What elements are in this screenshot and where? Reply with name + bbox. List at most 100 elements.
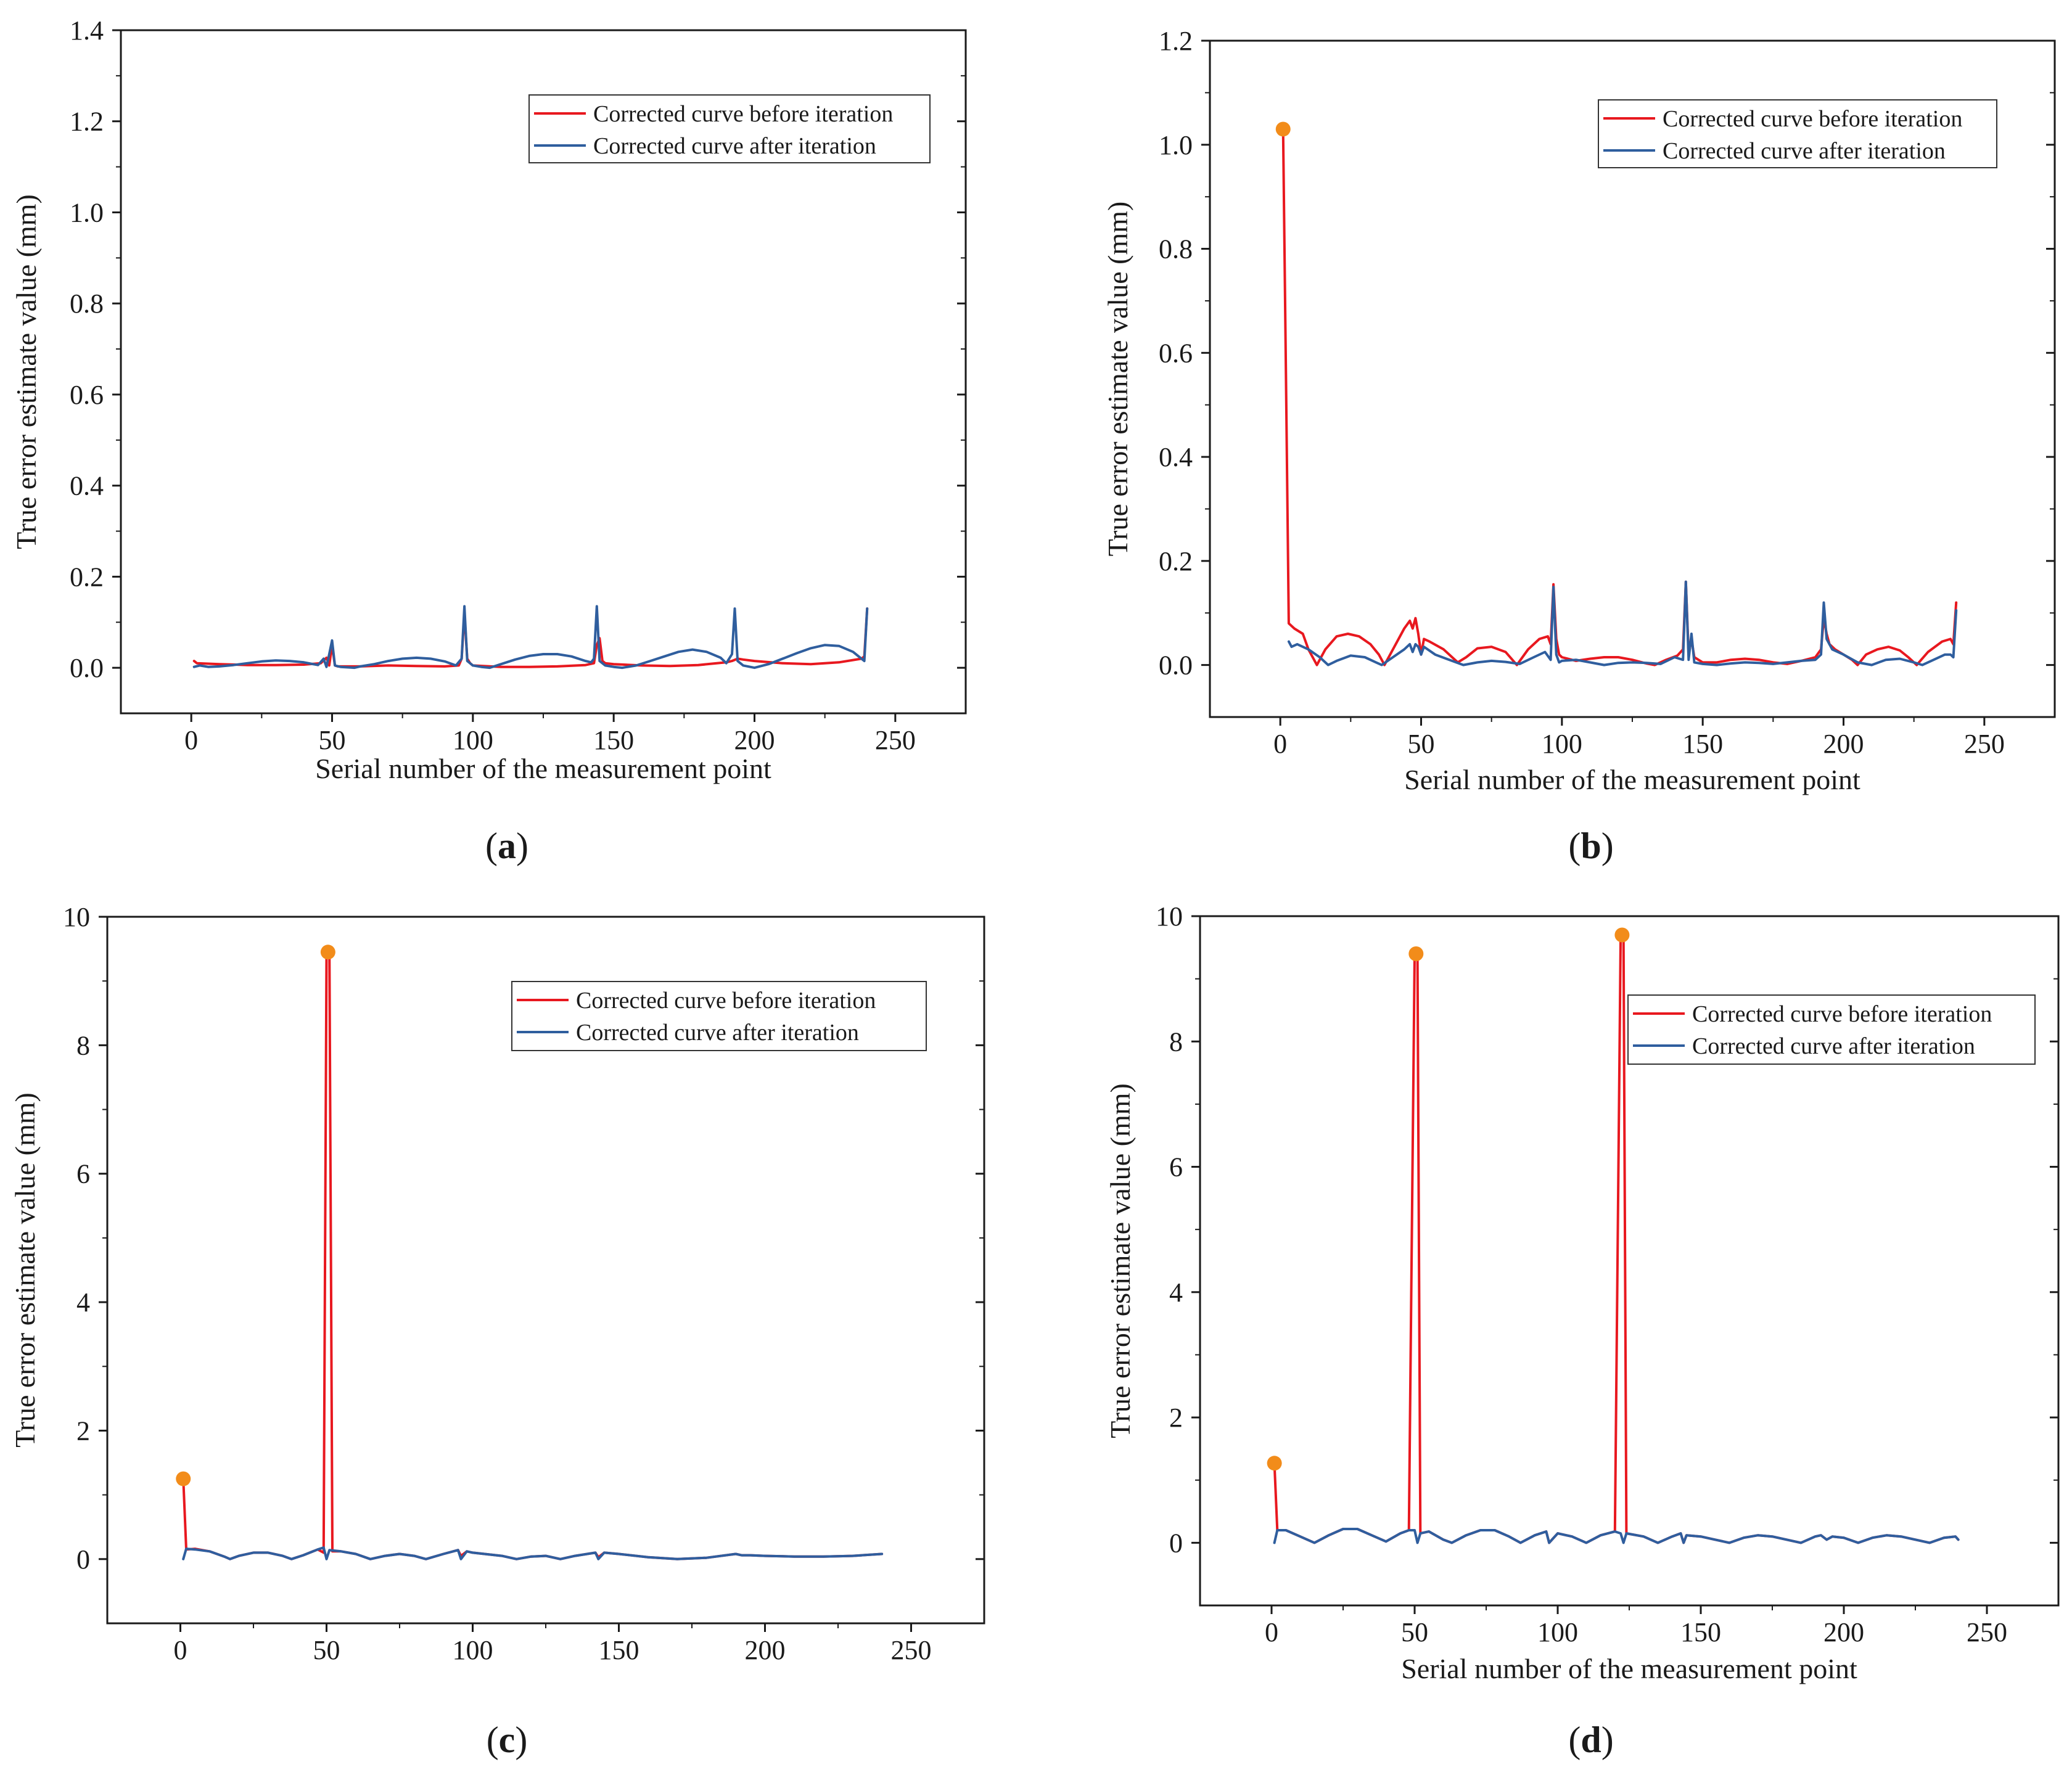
y-tick-label: 1.2 <box>70 107 104 137</box>
panel-label: (d) <box>1568 1719 1613 1760</box>
series-line-before-iteration <box>1281 128 1958 666</box>
outlier-marker <box>176 1471 191 1486</box>
y-tick-label: 0.2 <box>1159 546 1193 576</box>
x-tick-label: 150 <box>1680 1617 1721 1647</box>
panel-label-letter: c <box>499 1719 516 1760</box>
x-tick-label: 150 <box>593 725 634 755</box>
y-tick-label: 0.4 <box>1159 442 1193 472</box>
panel-label-close: ) <box>516 826 528 866</box>
x-tick-label: 50 <box>313 1635 340 1665</box>
x-tick-label: 250 <box>875 725 916 755</box>
legend-entry-before-label: Corrected curve before iteration <box>1692 1001 1992 1027</box>
outlier-marker <box>1408 946 1424 961</box>
y-tick-label: 0.0 <box>70 653 104 683</box>
x-tick-label: 0 <box>174 1635 187 1665</box>
x-tick-label: 250 <box>891 1635 932 1665</box>
chart-panel-b: 0 50 100 150 200 250 0.0 0.2 0.4 0.6 0.8 1.0 1.2 True… <box>1102 26 2056 866</box>
legend: Corrected curve before iteration Correcte… <box>1627 994 2036 1065</box>
panel-label-open: ( <box>1568 1719 1581 1760</box>
chart-panel-a: 0 50 100 150 200 250 0.0 0.2 0.4 0.6 0.8 1.0 1.2 1.4 T… <box>10 15 967 866</box>
y-tick-label: 4 <box>76 1287 90 1318</box>
x-tick-label: 100 <box>1537 1617 1578 1647</box>
series-line-before-iteration <box>192 607 869 668</box>
outlier-marker <box>1267 1456 1282 1471</box>
panel-label-close: ) <box>515 1719 527 1760</box>
y-tick-label: 0 <box>1169 1528 1183 1558</box>
y-tick-label: 8 <box>76 1030 90 1060</box>
y-axis-title: True error estimate value (mm) <box>10 194 42 549</box>
y-tick-label: 0.6 <box>1159 338 1193 368</box>
x-tick-label: 0 <box>184 725 198 755</box>
legend-entry-before-label: Corrected curve before iteration <box>576 988 876 1014</box>
y-tick-label: 8 <box>1169 1027 1183 1057</box>
legend-entry-after-label: Corrected curve after iteration <box>593 133 876 159</box>
legend-box <box>528 94 931 163</box>
x-tick-label: 200 <box>1823 729 1864 759</box>
x-tick-label: 200 <box>734 725 775 755</box>
y-tick-label: 0 <box>76 1544 90 1575</box>
y-axis-title: True error estimate value (mm) <box>1102 202 1133 557</box>
legend-entry-before-label: Corrected curve before iteration <box>1663 106 1962 132</box>
panel-label-open: ( <box>1568 826 1581 866</box>
y-tick-label: 0.8 <box>70 289 104 319</box>
x-tick-label: 250 <box>1964 729 2005 759</box>
y-tick-label: 1.2 <box>1159 26 1193 56</box>
panel-label-letter: d <box>1581 1719 1601 1760</box>
x-tick-label: 150 <box>599 1635 639 1665</box>
legend: Corrected curve before iteration Correcte… <box>528 94 931 163</box>
y-tick-label: 0.8 <box>1159 234 1193 264</box>
x-tick-label: 0 <box>1273 729 1287 759</box>
legend-entry-after-label: Corrected curve after iteration <box>1692 1033 1975 1059</box>
legend-entry-before-label: Corrected curve before iteration <box>593 101 893 127</box>
panel-label-open: ( <box>485 826 498 866</box>
outlier-marker <box>1614 927 1630 943</box>
x-axis-title: Serial number of the measurement point <box>1404 764 1860 795</box>
legend: Corrected curve before iteration Correcte… <box>511 981 927 1051</box>
series-line-after-iteration <box>192 605 869 670</box>
x-tick-label: 50 <box>1408 729 1435 759</box>
panel-label: (c) <box>487 1719 528 1760</box>
panel-label-close: ) <box>1601 826 1614 866</box>
legend-box <box>511 981 927 1051</box>
x-tick-label: 50 <box>319 725 346 755</box>
x-tick-label: 150 <box>1682 729 1723 759</box>
y-tick-label: 4 <box>1169 1277 1183 1308</box>
outlier-marker <box>1275 121 1291 137</box>
y-tick-label: 1.0 <box>70 197 104 227</box>
chart-panel-c: 0 50 100 150 200 250 0 2 4 6 8 10 True error estimat… <box>9 902 985 1760</box>
legend: Corrected curve before iteration Correcte… <box>1598 99 1997 168</box>
panel-label-close: ) <box>1601 1719 1614 1760</box>
y-tick-label: 0.0 <box>1159 650 1193 681</box>
y-tick-label: 0.2 <box>70 562 104 592</box>
y-tick-label: 6 <box>1169 1152 1183 1183</box>
panel-label-letter: b <box>1581 826 1601 866</box>
series-line-after-iteration <box>1287 580 1958 666</box>
y-tick-label: 10 <box>1156 901 1183 932</box>
y-tick-label: 0.4 <box>70 471 104 501</box>
legend-box <box>1627 994 2036 1065</box>
panel-label: (a) <box>485 826 528 866</box>
y-tick-label: 1.0 <box>1159 130 1193 160</box>
x-axis-title: Serial number of the measurement point <box>1401 1653 1857 1684</box>
y-tick-label: 2 <box>1169 1403 1183 1433</box>
x-tick-label: 200 <box>745 1635 786 1665</box>
y-tick-label: 10 <box>63 902 90 932</box>
x-tick-label: 50 <box>1401 1617 1428 1647</box>
x-tick-label: 250 <box>1967 1617 2007 1647</box>
legend-entry-after-label: Corrected curve after iteration <box>1663 138 1946 164</box>
y-tick-label: 0.6 <box>70 380 104 410</box>
x-axis-title: Serial number of the measurement point <box>315 753 771 784</box>
y-tick-label: 1.4 <box>70 15 104 46</box>
series-line-after-iteration <box>182 1546 884 1560</box>
y-axis-title: True error estimate value (mm) <box>9 1092 41 1448</box>
panel-label: (b) <box>1568 826 1613 866</box>
y-axis-title: True error estimate value (mm) <box>1104 1083 1136 1438</box>
y-tick-label: 6 <box>76 1159 90 1189</box>
x-tick-label: 100 <box>453 1635 493 1665</box>
x-tick-label: 200 <box>1823 1617 1864 1647</box>
chart-panel-d: 0 50 100 150 200 250 0 2 4 6 8 10 True error estimat… <box>1104 901 2060 1760</box>
legend-box <box>1598 99 1997 168</box>
panel-label-letter: a <box>498 826 516 866</box>
y-tick-label: 2 <box>76 1416 90 1446</box>
